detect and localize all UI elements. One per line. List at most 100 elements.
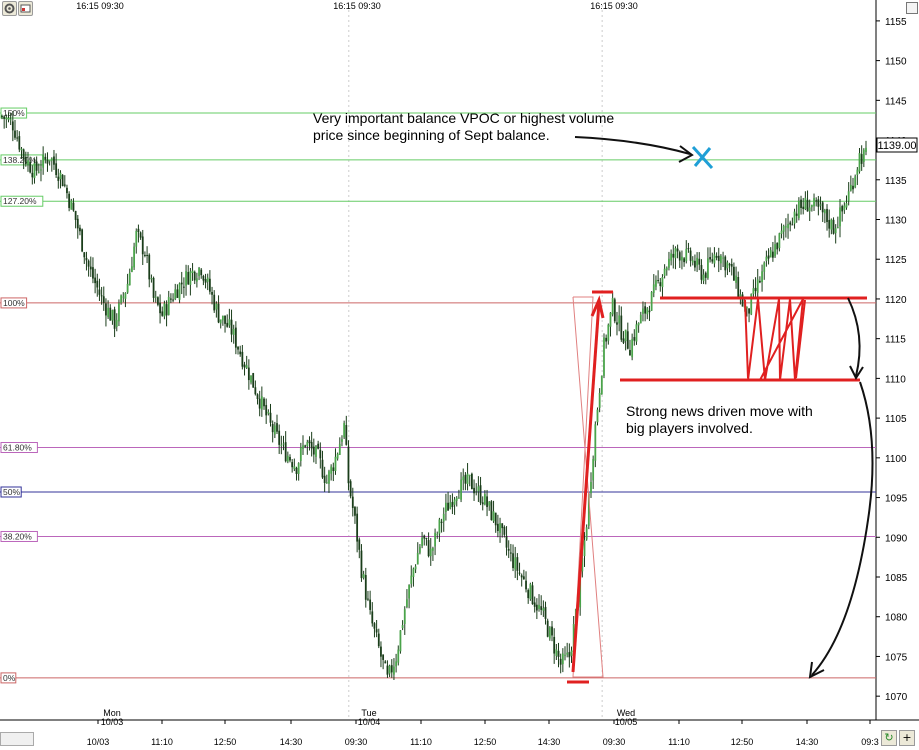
candle-body bbox=[499, 523, 501, 533]
candle-body bbox=[189, 271, 192, 285]
candle-body bbox=[804, 197, 807, 210]
zoom-in-button[interactable]: + bbox=[899, 730, 915, 746]
candle-body bbox=[583, 540, 586, 557]
candle-body bbox=[852, 185, 854, 190]
candle-body bbox=[659, 282, 662, 287]
candle-body bbox=[470, 473, 473, 490]
fib-level-label: 50% bbox=[3, 487, 20, 497]
candle-body bbox=[250, 375, 252, 383]
candle-body bbox=[681, 256, 683, 261]
candle-body bbox=[254, 387, 257, 395]
candle-body bbox=[416, 552, 419, 565]
candle-body bbox=[737, 277, 740, 298]
candle-body bbox=[178, 283, 181, 300]
gear-icon[interactable] bbox=[2, 1, 17, 16]
candle-body bbox=[133, 246, 135, 268]
candle-body bbox=[9, 119, 12, 121]
candle-body bbox=[193, 271, 196, 281]
chart-menu-icon[interactable] bbox=[906, 2, 918, 14]
candle-body bbox=[323, 475, 326, 483]
candle-body bbox=[382, 654, 385, 660]
candle-body bbox=[726, 262, 729, 269]
candle-body bbox=[475, 491, 478, 493]
candle-body bbox=[328, 471, 330, 484]
candle-body bbox=[176, 289, 179, 298]
candle-body bbox=[570, 650, 573, 656]
candle-body bbox=[315, 446, 317, 457]
candle-body bbox=[228, 319, 231, 326]
candle-body bbox=[380, 646, 382, 657]
candle-body bbox=[657, 280, 660, 282]
candle-body bbox=[299, 447, 302, 461]
candle-body bbox=[839, 207, 841, 227]
candle-body bbox=[847, 191, 850, 201]
candle-body bbox=[826, 208, 828, 222]
candle-body bbox=[232, 329, 235, 335]
chart-properties-icon[interactable] bbox=[18, 1, 33, 16]
candle-body bbox=[172, 299, 174, 301]
candle-body bbox=[613, 299, 616, 322]
candle-body bbox=[611, 297, 614, 315]
price-tick-label: 1070 bbox=[885, 692, 908, 703]
candle-body bbox=[555, 649, 558, 656]
candle-body bbox=[635, 324, 638, 342]
candle-body bbox=[668, 258, 670, 268]
candle-body bbox=[821, 202, 824, 213]
candle-body bbox=[373, 623, 376, 629]
candle-body bbox=[752, 288, 755, 295]
price-axis: 1070 1075 1080 1085 1090 1095 1100 1105 1110 1115… bbox=[876, 17, 908, 703]
candle-body bbox=[111, 310, 114, 321]
candle-body bbox=[306, 441, 309, 447]
candle-body bbox=[85, 257, 88, 261]
candle-body bbox=[572, 623, 575, 653]
candle-body bbox=[843, 205, 846, 211]
price-tick-label: 1100 bbox=[885, 454, 907, 465]
candle-body bbox=[607, 324, 610, 341]
horizontal-scrollbar[interactable] bbox=[0, 732, 34, 746]
fib-level-tag bbox=[0, 530, 38, 542]
candle-body bbox=[512, 553, 514, 569]
candle-body bbox=[107, 307, 110, 318]
fib-level-label: 138.20% bbox=[3, 155, 37, 165]
candle-body bbox=[152, 277, 155, 298]
candle-body bbox=[180, 282, 183, 285]
candle-body bbox=[96, 280, 99, 288]
candle-body bbox=[375, 629, 378, 633]
candle-body bbox=[278, 430, 281, 445]
candle-body bbox=[672, 253, 675, 258]
candle-body bbox=[44, 156, 47, 160]
candle-body bbox=[782, 226, 785, 232]
refresh-icon[interactable]: ↻ bbox=[881, 730, 897, 746]
candle-body bbox=[483, 494, 486, 505]
candle-body bbox=[553, 636, 556, 654]
candle-body bbox=[717, 255, 720, 262]
candle-body bbox=[29, 161, 32, 173]
candle-body bbox=[564, 654, 566, 656]
candle-body bbox=[341, 439, 343, 442]
session-time-label: 16:15 09:30 bbox=[76, 1, 124, 11]
candle-body bbox=[509, 552, 512, 554]
candle-body bbox=[644, 306, 647, 314]
candle-body bbox=[815, 200, 818, 202]
candle-body bbox=[98, 289, 101, 295]
candle-body bbox=[683, 258, 686, 263]
candle-body bbox=[527, 590, 530, 599]
candle-body bbox=[546, 620, 549, 637]
candle-body bbox=[616, 322, 618, 325]
candle-body bbox=[102, 296, 105, 303]
candle-body bbox=[386, 665, 389, 675]
zigzag-right-edge bbox=[795, 299, 806, 379]
price-tick-label: 1150 bbox=[885, 57, 907, 68]
candle-body bbox=[100, 295, 103, 297]
price-tick-label: 1105 bbox=[885, 414, 907, 425]
vpoc-annotation: Very important balance VPOC or highest v… bbox=[313, 110, 615, 143]
candle-body bbox=[646, 308, 649, 315]
candle-body bbox=[18, 136, 21, 150]
candle-body bbox=[213, 294, 216, 311]
candle-body bbox=[412, 568, 415, 577]
candle-body bbox=[393, 666, 395, 675]
candle-body bbox=[797, 200, 800, 219]
candle-body bbox=[332, 467, 335, 472]
candle-body bbox=[522, 576, 525, 580]
candle-body bbox=[741, 294, 744, 307]
